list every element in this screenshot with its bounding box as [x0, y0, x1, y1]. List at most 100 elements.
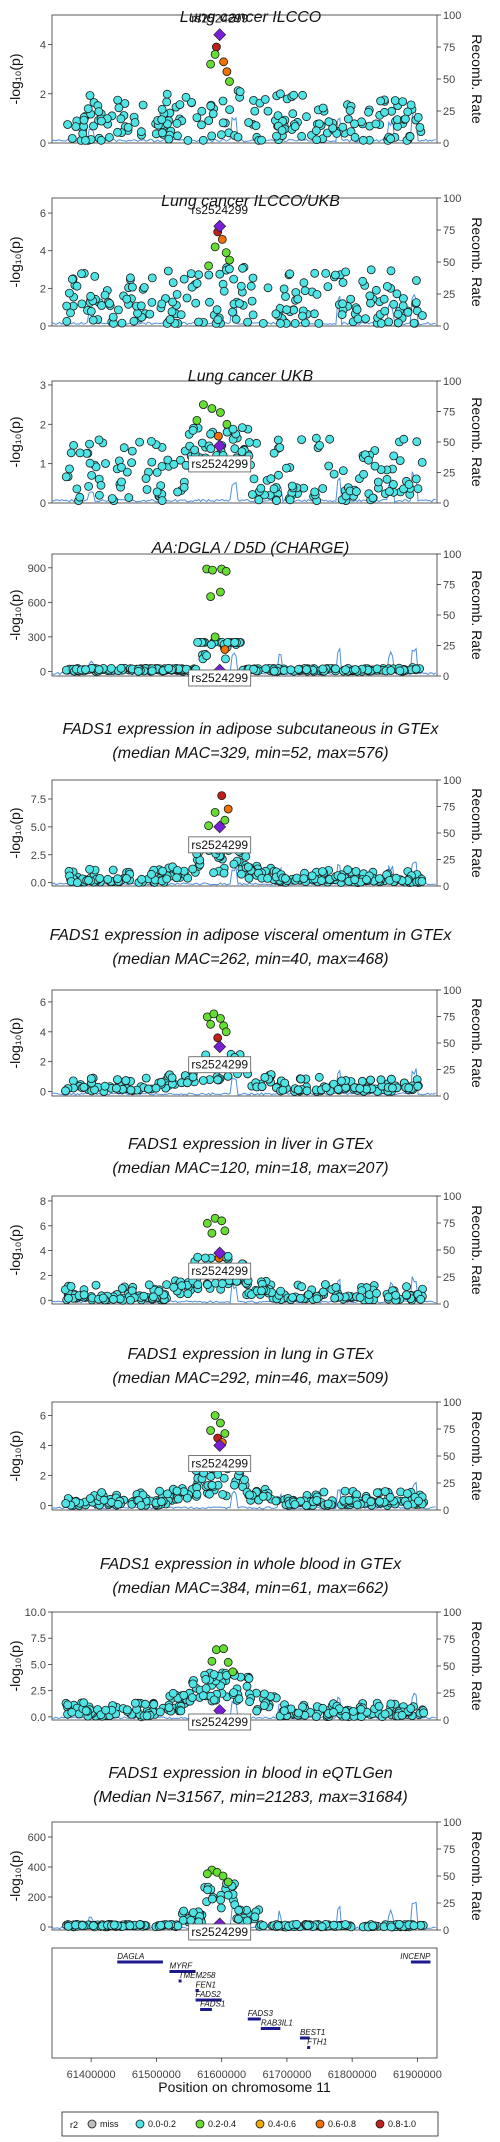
y-axis-label: -log₁₀(p) [7, 1431, 23, 1482]
snp-point [68, 275, 76, 283]
snp-point [137, 128, 145, 136]
snp-point [164, 267, 172, 275]
snp-point [194, 1281, 202, 1289]
panel-title: (median MAC=120, min=18, max=207) [112, 1160, 388, 1177]
snp-point [222, 655, 230, 663]
panel-title: FADS1 expression in blood in eQTLGen [108, 1765, 392, 1782]
snp-point [203, 1219, 211, 1227]
snp-point [377, 1076, 385, 1084]
lead-snp-label: rs2524299 [191, 457, 248, 471]
snp-point [374, 478, 382, 486]
snp-point [126, 1922, 134, 1930]
snp-point [65, 289, 73, 297]
panel-title: FADS1 expression in liver in GTEx [128, 1136, 374, 1153]
snp-point [73, 879, 81, 887]
snp-point [168, 308, 176, 316]
snp-point [339, 467, 347, 475]
gene-label: FADS3 [248, 2009, 274, 2018]
snp-point [316, 441, 324, 449]
panel-title: (Median N=31567, min=21283, max=31684) [93, 1789, 407, 1806]
snp-point [218, 792, 226, 800]
y-axis-label: -log₁₀(p) [7, 590, 23, 641]
snp-point [81, 136, 89, 144]
snp-point [170, 460, 178, 468]
snp-point [383, 475, 391, 483]
snp-point [80, 1083, 88, 1091]
snp-point [205, 1490, 213, 1498]
snp-point [193, 416, 201, 424]
snp-point [163, 1490, 171, 1498]
snp-point [277, 319, 285, 327]
snp-point [114, 875, 122, 883]
snp-point [362, 315, 370, 323]
snp-point [236, 88, 244, 96]
snp-point [345, 1496, 353, 1504]
association-panel: FADS1 expression in adipose visceral ome… [7, 927, 485, 1103]
snp-point [62, 1500, 70, 1508]
snp-point [115, 104, 123, 112]
snp-point [62, 473, 70, 481]
snp-point [219, 97, 227, 105]
snp-point [158, 497, 166, 505]
legend-swatch [136, 2120, 144, 2128]
snp-point [163, 875, 171, 883]
recomb-tick-label: 100 [443, 1607, 461, 1619]
recomb-tick-label: 25 [443, 468, 455, 480]
snp-point [413, 438, 421, 446]
recomb-tick-label: 75 [443, 1012, 455, 1024]
y-tick-label: 2 [40, 89, 46, 101]
snp-point [294, 1086, 302, 1094]
snp-point [387, 1700, 395, 1708]
snp-point [95, 108, 103, 116]
snp-point [331, 1294, 339, 1302]
snp-point [222, 1028, 230, 1036]
snp-point [218, 1280, 226, 1288]
snp-point [403, 1490, 411, 1498]
recomb-axis-label: Recomb. Rate [469, 1205, 485, 1295]
y-tick-label: 10.0 [25, 1607, 46, 1619]
snp-point [86, 865, 94, 873]
y-tick-label: 8 [40, 1196, 46, 1208]
snp-point [76, 449, 84, 457]
snp-point [367, 1076, 375, 1084]
snp-point [165, 664, 173, 672]
snp-point [276, 90, 284, 98]
snp-point [84, 105, 92, 113]
snp-point [301, 287, 309, 295]
snp-point [184, 136, 192, 144]
snp-point [387, 1075, 395, 1083]
snp-point [166, 316, 174, 324]
x-tick-label: 61400000 [67, 2069, 116, 2081]
snp-point [216, 1419, 224, 1427]
snp-point [159, 867, 167, 875]
snp-point [289, 110, 297, 118]
snp-point [249, 274, 257, 282]
snp-point [104, 875, 112, 883]
snp-point [147, 870, 155, 878]
snp-point [218, 235, 226, 243]
snp-point [313, 136, 321, 144]
snp-point [127, 1086, 135, 1094]
panel-title: (median MAC=262, min=40, max=468) [112, 951, 388, 968]
snp-point [86, 92, 94, 100]
recomb-tick-label: 25 [443, 1272, 455, 1284]
snp-point [86, 1495, 94, 1503]
snp-point [165, 1921, 173, 1929]
snp-point [326, 435, 334, 443]
snp-point [249, 311, 257, 319]
snp-point [207, 641, 215, 649]
snp-point [222, 249, 230, 257]
snp-point [112, 1084, 120, 1092]
snp-point [406, 133, 414, 141]
snp-point [414, 1082, 422, 1090]
snp-point [319, 868, 327, 876]
snp-point [76, 493, 84, 501]
snp-point [299, 91, 307, 99]
recomb-tick-label: 50 [443, 74, 455, 86]
snp-point [173, 866, 181, 874]
snp-point [373, 1489, 381, 1497]
snp-point [294, 295, 302, 303]
recomb-tick-label: 100 [443, 549, 461, 561]
snp-point [251, 107, 259, 115]
snp-point [351, 133, 359, 141]
